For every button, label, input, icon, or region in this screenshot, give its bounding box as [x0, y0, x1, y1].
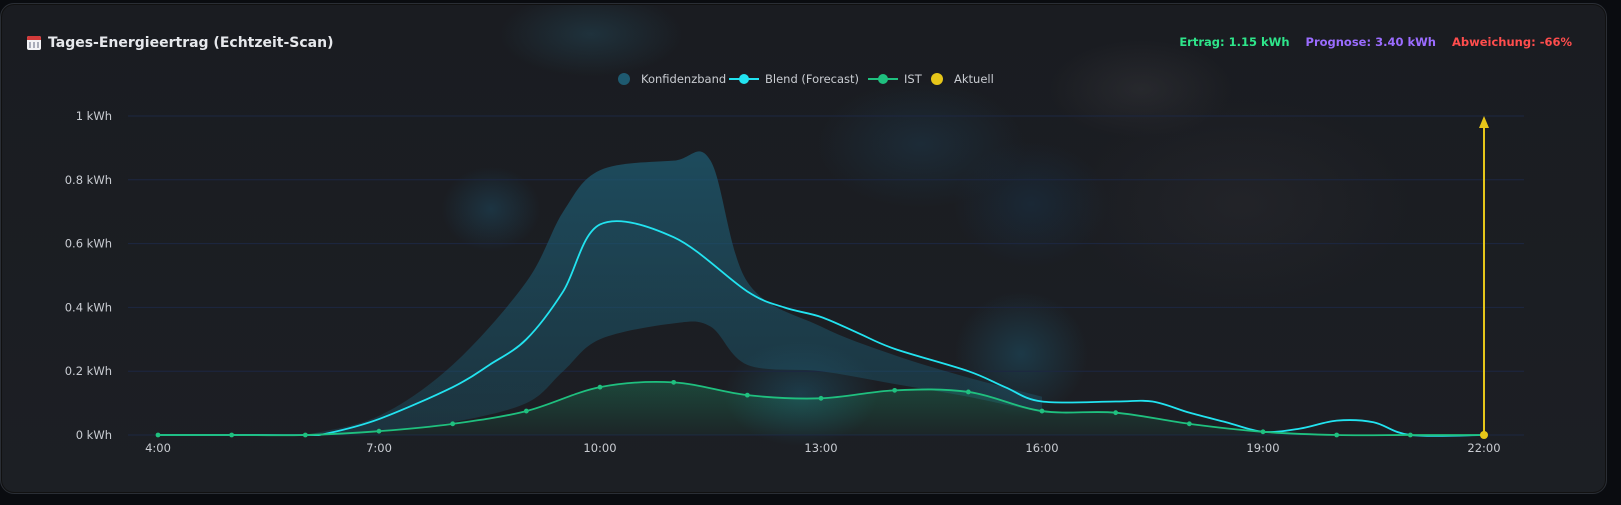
stat-abweichung: Abweichung: -66%	[1451, 35, 1572, 49]
chart-header: Tages-Energieertrag (Echtzeit-Scan)	[27, 35, 334, 51]
stat-prognose: Prognose: 3.40 kWh	[1305, 35, 1436, 49]
ist-point	[1113, 410, 1119, 416]
ist-point	[302, 432, 308, 438]
x-tick-label: 16:00	[1025, 441, 1058, 455]
ist-point	[376, 428, 382, 434]
ist-point	[155, 432, 161, 438]
ist-point	[892, 387, 898, 393]
calendar-icon	[27, 36, 41, 50]
x-tick-label: 10:00	[583, 441, 616, 455]
legend-marker	[618, 73, 630, 85]
y-tick-label: 0 kWh	[76, 428, 112, 442]
aktuell-arrow	[1479, 116, 1489, 128]
ist-point	[818, 395, 824, 401]
ist-point	[597, 384, 603, 390]
ist-point	[1260, 429, 1266, 435]
x-tick-label: 22:00	[1467, 441, 1500, 455]
ist-area	[158, 381, 1484, 436]
legend-label: IST	[904, 72, 923, 86]
y-tick-label: 0.8 kWh	[65, 173, 112, 187]
ist-point	[965, 389, 971, 395]
legend-marker	[878, 74, 888, 84]
y-tick-label: 0.6 kWh	[65, 237, 112, 251]
legend-marker	[739, 74, 749, 84]
legend-marker	[931, 73, 943, 85]
ist-point	[450, 421, 456, 427]
stats-bar: Ertrag: 1.15 kWh Prognose: 3.40 kWh Abwe…	[1179, 35, 1572, 49]
legend-label: Aktuell	[954, 72, 994, 86]
aktuell-point	[1480, 431, 1488, 439]
ist-point	[1407, 432, 1413, 438]
ist-point	[671, 379, 677, 385]
ist-point	[1039, 408, 1045, 414]
ist-point	[744, 392, 750, 398]
chart-title: Tages-Energieertrag (Echtzeit-Scan)	[48, 35, 334, 51]
x-tick-label: 19:00	[1246, 441, 1279, 455]
x-tick-label: 13:00	[804, 441, 837, 455]
ist-point	[523, 408, 529, 414]
chart-legend: Konfidenzband Blend (Forecast) IST Aktuell	[618, 72, 994, 86]
legend-label: Blend (Forecast)	[765, 72, 859, 86]
ist-point	[1334, 432, 1340, 438]
ist-point	[1186, 421, 1192, 427]
y-tick-label: 1 kWh	[76, 109, 112, 123]
stat-ertrag: Ertrag: 1.15 kWh	[1179, 35, 1290, 49]
y-tick-label: 0.2 kWh	[65, 364, 112, 378]
ist-point	[229, 432, 235, 438]
legend-label: Konfidenzband	[641, 72, 726, 86]
x-tick-label: 4:00	[145, 441, 171, 455]
x-tick-label: 7:00	[366, 441, 392, 455]
y-tick-label: 0.4 kWh	[65, 300, 112, 314]
